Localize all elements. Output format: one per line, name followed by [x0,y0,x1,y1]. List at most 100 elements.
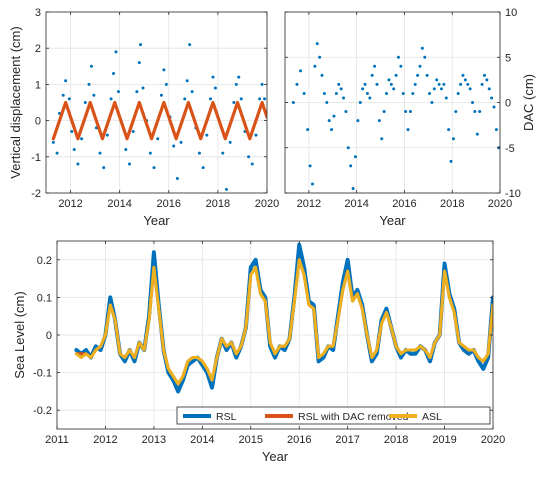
series-0-point [459,82,463,86]
series-0-point [447,128,451,132]
series-0-point [302,91,306,95]
observations-point [185,79,189,83]
observations-point [224,187,228,191]
y-tick-label: 1 [35,79,41,91]
asl-line [74,258,493,386]
observations-point [137,61,141,65]
x-tick-label: 2018 [206,198,230,210]
series-0-point [468,87,472,91]
series-0-point [404,110,408,114]
observations-point [87,82,91,86]
series-0-point [344,110,348,114]
observations-point [112,72,116,76]
y-tick-label: -2 [31,188,41,200]
series-0-point [339,87,343,91]
series-0-point [437,82,441,86]
series-0-point [466,82,470,86]
observations-point [162,68,166,72]
x-tick-label: 2011 [45,434,69,446]
observations-point [102,166,106,170]
x-tick-label: 2014 [107,198,131,210]
x-axis-label: Year [143,213,170,228]
series-0-point [401,91,405,95]
sea-level-panel: 2011 2012 2013 2014 2015 2016 2017 2018 2019 2020… [12,240,505,464]
observations-point [98,151,102,155]
y-tick-label: 0 [35,116,41,128]
dac-panel: 2012 2014 2016 2018 2020-10 -5 0 5 10 Year DAC (cm… [284,7,536,228]
series-0-point [334,91,338,95]
x-tick-label: 2016 [157,198,181,210]
observations-point [61,93,65,97]
series-0-point [375,82,379,86]
series-0-point [387,78,391,82]
plot-area [46,12,267,193]
x-tick-label: 2012 [297,198,321,210]
observations-point [205,133,209,137]
series-0-point [451,137,455,141]
y-tick-label: -0.1 [33,368,52,380]
observations-point [159,93,163,97]
y-axis-label: Sea Level (cm) [12,291,27,378]
series-0-point [325,101,329,104]
plot-marks [291,42,500,190]
observations-point [179,140,183,144]
series-0-point [418,64,422,68]
x-tick-label: 2020 [481,434,505,446]
legend: RSL RSL with DAC removed ASL [176,406,491,425]
legend-entry: RSL with DAC removed [298,411,409,423]
series-0-point [365,91,369,95]
series-0-point [322,91,326,95]
y-tick-label: -10 [505,188,521,200]
observations-point [116,90,120,94]
y-tick-label: 0.2 [37,255,52,267]
series-0-point [408,110,412,114]
observations-point [131,129,135,133]
series-0-point [380,137,384,141]
observations-point [239,97,243,101]
observations-point [172,144,176,148]
observations-point [72,148,76,152]
observations-point [254,133,258,137]
series-0-point [492,105,496,109]
series-0-point [471,101,475,104]
observations-point [139,43,143,47]
legend-box [176,406,491,425]
series-0-point [370,73,374,77]
series-0-point [320,73,324,77]
y-tick-label: -0.2 [33,405,52,417]
series-0-point [308,164,312,168]
observations-point [183,97,187,101]
plot-marks [74,242,493,394]
observations-point [237,75,241,79]
legend-entry: RSL [216,411,237,423]
series-0-point [442,82,446,86]
series-0-point [394,73,398,77]
observations-point [105,133,109,137]
series-0-point [396,55,400,59]
observations-point [164,82,168,86]
y-axis-label: Vertical displacement (cm) [8,26,23,178]
x-tick-label: 2018 [440,198,464,210]
series-0-point [482,73,486,77]
series-0-point [490,96,494,100]
observations-point [67,97,71,101]
x-tick-label: 2016 [392,198,416,210]
observations-point [51,140,55,144]
observations-point [148,151,152,155]
observations-point [232,101,236,104]
series-0-point [353,155,357,159]
x-axis-label: Year [262,449,289,464]
series-0-point [327,119,331,123]
series-0-point [337,82,341,86]
series-0-point [432,87,436,91]
series-0-point [420,46,424,50]
series-0-point [356,119,360,123]
series-0-point [363,82,367,86]
observations-point [76,162,80,166]
series-0-point [487,87,491,91]
observations-point [152,166,156,170]
y-tick-label: 0.1 [37,292,52,304]
series-0-point [416,73,420,77]
x-axis-label: Year [379,213,406,228]
series-0-point [299,69,303,73]
